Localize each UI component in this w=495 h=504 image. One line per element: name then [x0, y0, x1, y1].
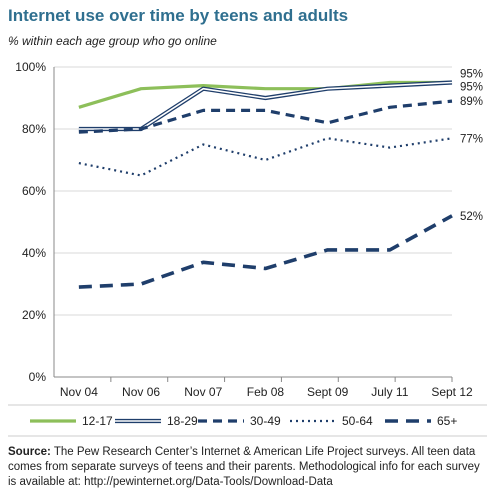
x-tick-label: Sept 12: [431, 385, 473, 399]
line-chart: 0% 20% 40% 60% 80% 100% Nov 04 Nov 06 Nov 07 Feb …: [8, 60, 487, 437]
end-value-label: 52%: [460, 211, 483, 223]
y-tick-label: 80%: [22, 122, 46, 136]
source-label: Source:: [8, 446, 51, 458]
chart-subtitle: % within each age group who go online: [8, 34, 217, 48]
y-tick-label: 0%: [29, 370, 47, 384]
chart-title: Internet use over time by teens and adul…: [8, 6, 349, 25]
x-tick-label: July 11: [371, 385, 408, 399]
x-tick-label: Nov 04: [60, 385, 98, 399]
end-value-label: 95%: [460, 82, 483, 94]
x-tick-label: Nov 07: [184, 385, 222, 399]
x-tick-label: Sept 09: [307, 385, 349, 399]
legend-label: 12-17: [82, 414, 113, 428]
y-tick-label: 20%: [22, 308, 46, 322]
legend-label: 50-64: [342, 414, 373, 428]
series-line-50-64: [78, 137, 453, 177]
end-value-label: 89%: [460, 96, 483, 108]
source-text: The Pew Research Center’s Internet & Ame…: [8, 446, 480, 488]
y-tick-label: 60%: [22, 184, 46, 198]
series-line-12-17: [78, 80, 452, 109]
legend-label: 30-49: [250, 414, 281, 428]
series-line-30-49: [78, 99, 453, 134]
end-value-label: 95%: [460, 69, 483, 81]
legend-label: 65+: [437, 414, 457, 428]
x-tick-label: Feb 08: [247, 385, 285, 399]
legend-label: 18-29: [167, 414, 198, 428]
x-tick-label: Nov 06: [122, 385, 160, 399]
end-value-label: 77%: [460, 133, 483, 145]
series-line-65+: [78, 214, 453, 289]
y-tick-label: 40%: [22, 246, 46, 260]
source-note: Source: The Pew Research Center’s Intern…: [8, 445, 488, 490]
y-tick-label: 100%: [15, 60, 46, 74]
